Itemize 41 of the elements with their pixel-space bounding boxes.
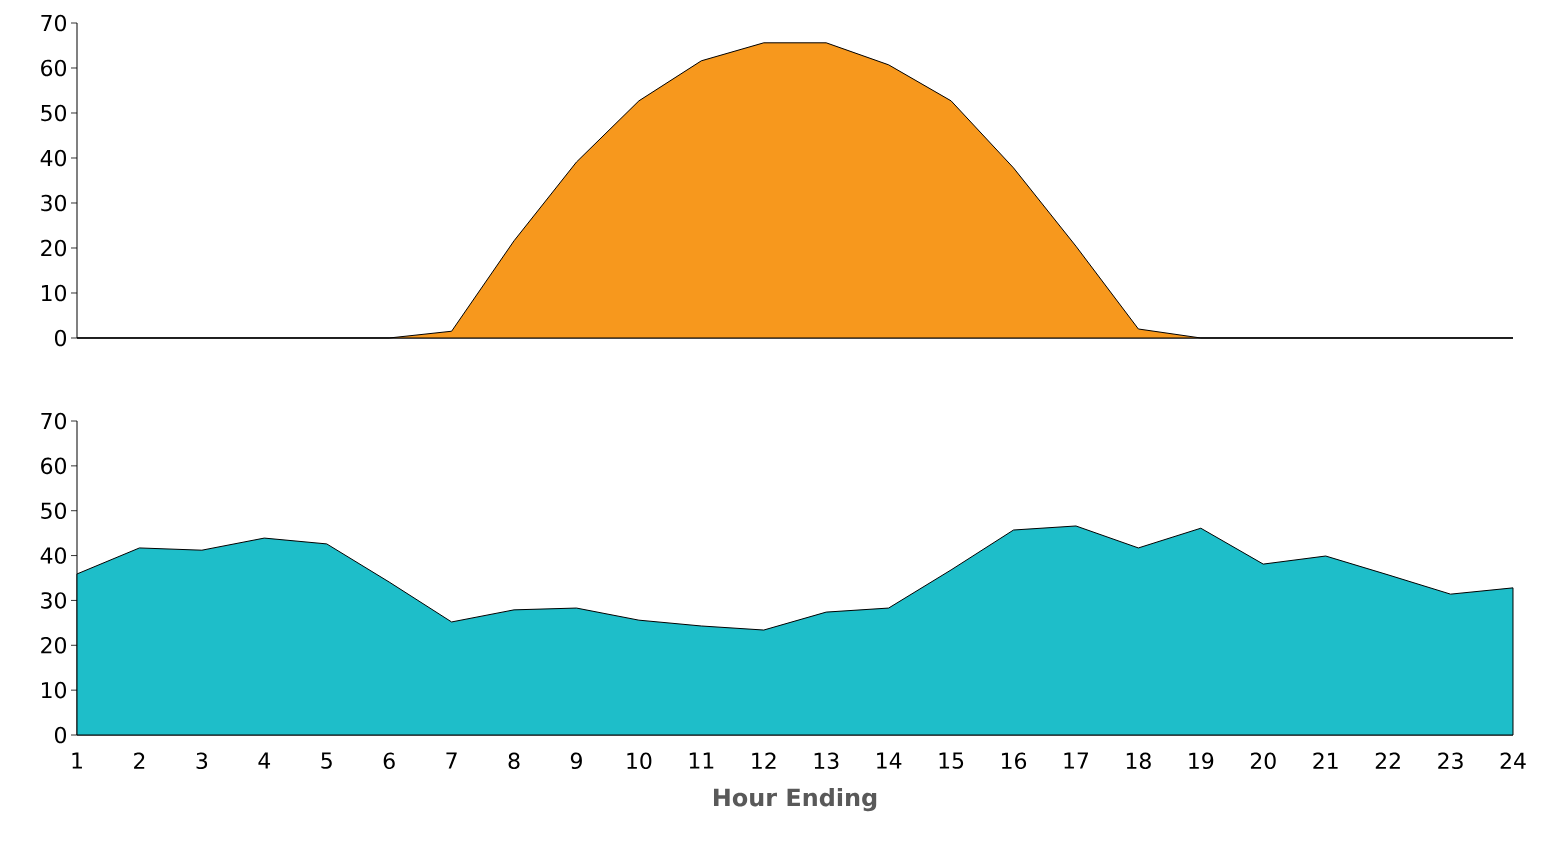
y-tick-label: 30 — [41, 592, 67, 609]
x-tick-label: 19 — [1189, 752, 1214, 770]
x-tick-label: 4 — [258, 752, 271, 769]
x-axis-title: Hour Ending — [713, 787, 877, 812]
x-tick-label: 9 — [570, 752, 582, 770]
x-tick-label: 20 — [1250, 752, 1276, 770]
x-tick-label: 21 — [1313, 752, 1338, 769]
x-tick-label: 8 — [508, 752, 520, 770]
y-tick-label: 10 — [42, 681, 67, 699]
x-tick-label: 16 — [1001, 752, 1027, 770]
y-tick-label: 20 — [41, 637, 67, 654]
x-tick-label: 12 — [752, 752, 776, 769]
x-tick-label: 3 — [196, 752, 208, 770]
y-tick-label: 50 — [41, 502, 67, 520]
x-tick-label: 18 — [1126, 752, 1151, 770]
y-tick-label: 10 — [42, 284, 67, 302]
y-tick-label: 60 — [41, 59, 67, 77]
y-tick-label: 0 — [54, 726, 67, 744]
x-tick-label: 7 — [446, 752, 457, 769]
x-tick-label: 11 — [689, 752, 714, 769]
x-tick-label: 5 — [321, 752, 332, 769]
x-tick-label: 6 — [383, 752, 395, 770]
y-tick-label: 30 — [41, 194, 67, 212]
x-tick-label: 17 — [1064, 752, 1089, 769]
x-tick-label: 15 — [939, 752, 964, 769]
x-tick-label: 22 — [1375, 752, 1400, 769]
y-tick-label: 40 — [40, 547, 67, 564]
x-tick-label: 1 — [72, 752, 82, 769]
y-tick-label: 20 — [41, 239, 67, 257]
x-tick-label: 24 — [1500, 752, 1526, 769]
y-tick-label: 70 — [41, 412, 67, 430]
y-tick-label: 0 — [54, 329, 67, 347]
y-tick-label: 60 — [41, 457, 67, 475]
x-tick-label: 14 — [877, 752, 902, 769]
x-tick-label: 10 — [627, 752, 652, 770]
x-tick-label: 13 — [814, 752, 839, 770]
y-tick-label: 50 — [41, 104, 67, 122]
y-tick-label: 70 — [41, 14, 67, 32]
x-tick-label: 2 — [134, 752, 145, 769]
y-tick-label: 40 — [40, 149, 67, 167]
x-tick-label: 23 — [1438, 752, 1463, 770]
